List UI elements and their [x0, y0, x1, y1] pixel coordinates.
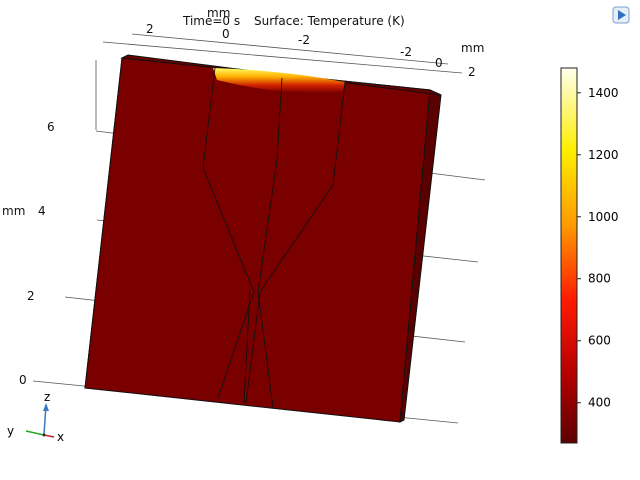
z-tick: 4 [38, 204, 46, 218]
triad-z-label: z [44, 390, 50, 404]
z-tick: 0 [19, 373, 27, 387]
top-axis-unit: mm [207, 6, 230, 20]
hot-surface-region [213, 68, 345, 93]
top-tick: 2 [146, 22, 154, 36]
geometry-block[interactable] [84, 54, 442, 423]
domain-edges [84, 57, 346, 409]
triad-y-label: y [7, 424, 14, 438]
colorbar-tick-label: 1200 [588, 148, 619, 162]
colorbar: 1400 1200 1000 800 600 400 [560, 67, 619, 444]
z-tick: 2 [27, 289, 35, 303]
surface-label: Surface: Temperature (K) [254, 14, 405, 28]
colorbar-tick-label: 800 [588, 272, 611, 286]
right-tick: 0 [435, 56, 443, 70]
z-tick: 6 [47, 120, 55, 134]
top-tick: -2 [298, 33, 310, 47]
colorbar-tick-label: 400 [588, 396, 611, 410]
front-face [84, 57, 431, 423]
right-axis-unit: mm [461, 41, 484, 55]
right-tick: 2 [468, 65, 476, 79]
comsol-play-icon[interactable] [612, 6, 630, 24]
top-tick: 0 [222, 27, 230, 41]
right-tick: -2 [400, 45, 412, 59]
triad-x-label: x [57, 430, 64, 444]
axis-triad: z y x [7, 390, 64, 444]
colorbar-tick-label: 1400 [588, 86, 619, 100]
colorbar-tick-label: 1000 [588, 210, 619, 224]
time-label: Time=0 s [182, 14, 240, 28]
z-axis-unit: mm [2, 204, 25, 218]
colorbar-tick-label: 600 [588, 334, 611, 348]
